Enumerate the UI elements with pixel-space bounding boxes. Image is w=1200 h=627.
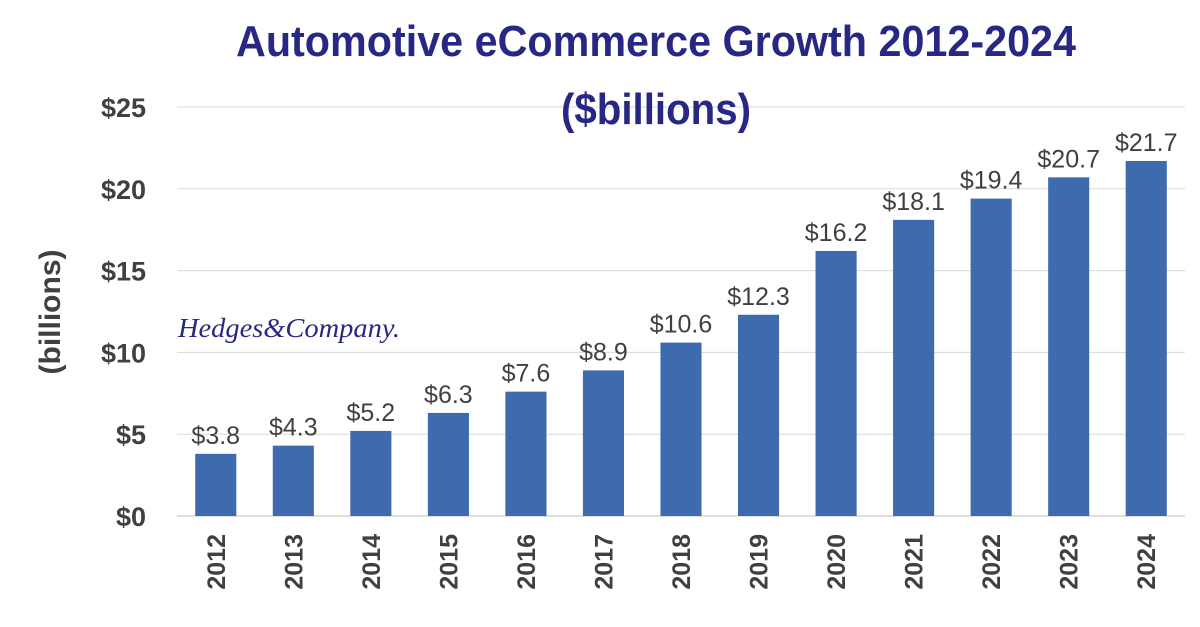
bar: [737, 314, 780, 516]
data-label: $7.6: [502, 360, 551, 388]
x-tick-labels: 2012 2013 2014 2015 2016 2017 2018 2019 2020 2021…: [203, 534, 1161, 590]
data-label: $12.3: [727, 283, 790, 311]
bars: [195, 160, 1167, 516]
data-label: $3.8: [191, 422, 240, 450]
bar: [505, 391, 547, 516]
x-tick-label: 2015: [435, 534, 463, 590]
x-tick-label: 2017: [590, 534, 618, 590]
bar: [893, 219, 935, 516]
data-label: $5.2: [347, 399, 396, 427]
y-tick-label: $5: [116, 420, 146, 450]
bar: [195, 453, 237, 516]
bar: [1048, 177, 1090, 516]
bar: [427, 412, 469, 516]
x-tick-label: 2024: [1133, 534, 1161, 590]
x-tick-label: 2023: [1056, 534, 1084, 590]
y-tick-label: $20: [101, 175, 146, 205]
y-tick-label: $15: [101, 257, 146, 287]
x-tick-label: 2020: [823, 534, 851, 590]
data-label: $6.3: [424, 381, 473, 409]
data-labels: $3.8 $4.3 $5.2 $6.3 $7.6 $8.9 $10.6 $12.3 $16.2 $…: [191, 129, 1177, 450]
x-tick-label: 2019: [746, 534, 774, 590]
x-tick-label: 2018: [668, 534, 696, 590]
bar: [970, 198, 1012, 516]
data-label: $20.7: [1037, 145, 1100, 173]
bar: [1125, 160, 1167, 516]
x-tick-label: 2022: [978, 534, 1006, 590]
data-label: $8.9: [579, 338, 628, 366]
y-tick-labels: $0 $5 $10 $15 $20 $25: [101, 93, 146, 532]
x-tick-label: 2014: [358, 534, 386, 590]
bar: [582, 370, 625, 516]
x-tick-label: 2012: [203, 534, 231, 590]
data-label: $16.2: [805, 219, 868, 247]
data-label: $4.3: [269, 414, 318, 442]
data-label: $18.1: [882, 188, 945, 216]
bar: [815, 250, 857, 516]
bar: [272, 445, 314, 516]
y-tick-label: $10: [101, 338, 146, 368]
x-tick-label: 2021: [901, 534, 929, 590]
chart-subtitle: ($billions): [561, 85, 751, 134]
y-axis-label: (billions): [34, 250, 67, 375]
data-label: $21.7: [1115, 129, 1178, 157]
company-logo: Hedges&Company.: [177, 313, 400, 343]
chart-title: Automotive eCommerce Growth 2012-2024: [236, 17, 1076, 66]
x-tick-label: 2013: [280, 534, 308, 590]
data-label: $19.4: [960, 167, 1023, 195]
y-tick-label: $25: [101, 93, 146, 123]
bar: [350, 430, 392, 516]
bar: [660, 342, 702, 516]
x-tick-label: 2016: [513, 534, 541, 590]
y-tick-label: $0: [116, 502, 146, 532]
data-label: $10.6: [650, 311, 713, 339]
